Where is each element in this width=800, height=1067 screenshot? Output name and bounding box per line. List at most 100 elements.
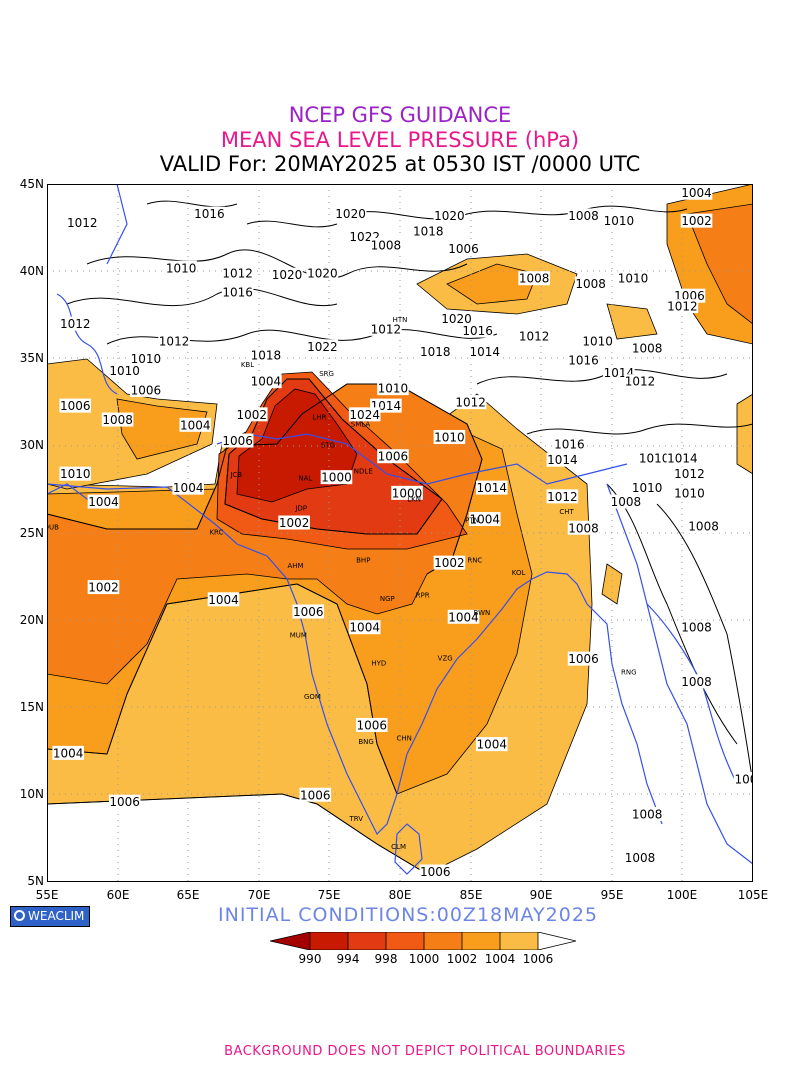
city-label: SRG [319, 370, 334, 378]
contour-label: 1022 [306, 339, 339, 354]
contour-label: 1006 [567, 651, 600, 666]
colorbar-swatch-1000 [424, 932, 462, 950]
svg-text:1008: 1008 [568, 521, 599, 535]
contour-label: 1002 [235, 407, 268, 422]
svg-text:1000: 1000 [392, 486, 423, 500]
svg-text:1002: 1002 [279, 516, 310, 530]
city-label-layer: HTN SRG KBL SMLA LHR STG JCB NAL NDLE LKN JDP PTN DU… [47, 316, 637, 851]
svg-text:1012: 1012 [67, 216, 98, 230]
svg-text:1010: 1010 [131, 352, 162, 366]
contour-label: 1008 [624, 850, 656, 865]
lat-tick-30: 30N [19, 438, 44, 452]
city-label: STG [321, 441, 335, 449]
svg-text:1016: 1016 [554, 438, 585, 452]
lat-tick-5: 5N [27, 874, 44, 888]
svg-text:1012: 1012 [371, 322, 402, 336]
contour-label: 1010 [130, 351, 162, 366]
contour-label: 1000 [320, 470, 353, 485]
contour-label: 1008 [680, 674, 713, 689]
contour-label: 1014 [546, 452, 579, 467]
svg-text:1010: 1010 [632, 481, 663, 495]
colorbar-swatch-lt990 [270, 932, 310, 950]
title-valid-time: VALID For: 20MAY2025 at 0530 IST /0000 U… [159, 152, 641, 176]
lat-tick-20: 20N [19, 613, 44, 627]
contour-label: 1020 [433, 208, 466, 223]
svg-text:1004: 1004 [477, 738, 508, 752]
contour-label: 1012 [158, 334, 190, 349]
svg-text:1012: 1012 [674, 467, 705, 481]
contour-label: 1018 [250, 348, 282, 363]
svg-text:1006: 1006 [420, 865, 451, 879]
contour-label: 1012 [624, 374, 656, 389]
contour-label: 1008 [567, 520, 600, 535]
contour-label: 1014 [468, 344, 501, 359]
logo-text: WEACLIM [28, 909, 85, 923]
svg-text:1016: 1016 [462, 324, 493, 338]
svg-text:1004: 1004 [88, 495, 119, 509]
region-1006-ne2 [606, 303, 658, 340]
contour-label: 1002 [433, 555, 466, 570]
title-variable: MEAN SEA LEVEL PRESSURE (hPa) [220, 128, 580, 152]
lat-tick-25: 25N [19, 526, 44, 540]
contour-label: 1012 [221, 265, 254, 280]
contour-label: 1016 [553, 437, 586, 452]
contour-label: 1006 [419, 864, 452, 879]
contour-label: 1006 [377, 449, 409, 464]
contour-label: 1006 [59, 398, 92, 413]
logo-circle-icon [14, 910, 25, 921]
lon-tick-95: 95E [600, 888, 624, 902]
contour-label: 1020 [271, 267, 303, 282]
city-label: BNG [358, 738, 373, 746]
svg-text:1004: 1004 [448, 610, 479, 624]
svg-text:1008: 1008 [575, 277, 606, 291]
svg-text:1008: 1008 [688, 520, 719, 534]
region-1004-iran [116, 398, 208, 460]
svg-text:1016: 1016 [194, 207, 225, 221]
svg-text:1006: 1006 [378, 450, 409, 464]
svg-text:1010: 1010 [109, 364, 140, 378]
svg-text:1020: 1020 [307, 266, 338, 280]
contour-label: 1008 [101, 412, 134, 427]
city-label: AHM [287, 562, 303, 570]
region-1004-tibet [446, 263, 538, 305]
lon-tick-55: 55E [35, 888, 59, 902]
city-label: SMLA [351, 421, 371, 429]
contour-label: 1002 [278, 515, 310, 530]
contour-label: 1000 [391, 485, 423, 500]
svg-text:1012: 1012 [625, 375, 656, 389]
svg-text:1018: 1018 [413, 225, 444, 239]
contour-label: 1006 [221, 433, 254, 448]
contour-label: 1008 [567, 208, 600, 223]
region-1006-east2 [736, 393, 753, 475]
lat-tick-45: 45N [19, 177, 44, 191]
svg-text:1004: 1004 [180, 418, 211, 432]
contour-label: 1008 [610, 494, 642, 509]
contour-label: 1014 [475, 480, 508, 495]
city-label: KRC [209, 529, 223, 537]
contour-label: 1006 [355, 717, 388, 732]
svg-text:1002: 1002 [88, 581, 119, 595]
svg-text:1020: 1020 [434, 209, 465, 223]
city-label: CHN [397, 735, 412, 743]
footer-disclaimer: BACKGROUND DOES NOT DEPICT POLITICAL BOU… [224, 1044, 626, 1059]
svg-text:1010: 1010 [166, 261, 197, 275]
colorbar-swatch-1004 [500, 932, 538, 950]
region-1002-ne [686, 203, 753, 325]
contour-label: 1006 [299, 787, 332, 802]
svg-text:1008: 1008 [568, 209, 599, 223]
contour-label: 1016 [193, 206, 226, 221]
svg-text:1024: 1024 [349, 408, 380, 422]
contour-label: 1004 [348, 620, 381, 635]
contour-label: 1016 [567, 353, 600, 368]
svg-text:1020: 1020 [272, 268, 303, 282]
svg-text:1018: 1018 [251, 349, 282, 363]
initial-conditions: INITIAL CONDITIONS:00Z18MAY2025 [218, 904, 599, 926]
lon-tick-80: 80E [388, 888, 412, 902]
contour-label: 1008 [687, 519, 720, 534]
svg-text:1010: 1010 [582, 335, 613, 349]
contour-label: 1012 [666, 299, 699, 314]
city-label: GOM [304, 693, 321, 701]
svg-text:1010: 1010 [604, 214, 635, 228]
svg-text:1014: 1014 [667, 451, 698, 465]
contour-label: 1004 [475, 737, 508, 752]
